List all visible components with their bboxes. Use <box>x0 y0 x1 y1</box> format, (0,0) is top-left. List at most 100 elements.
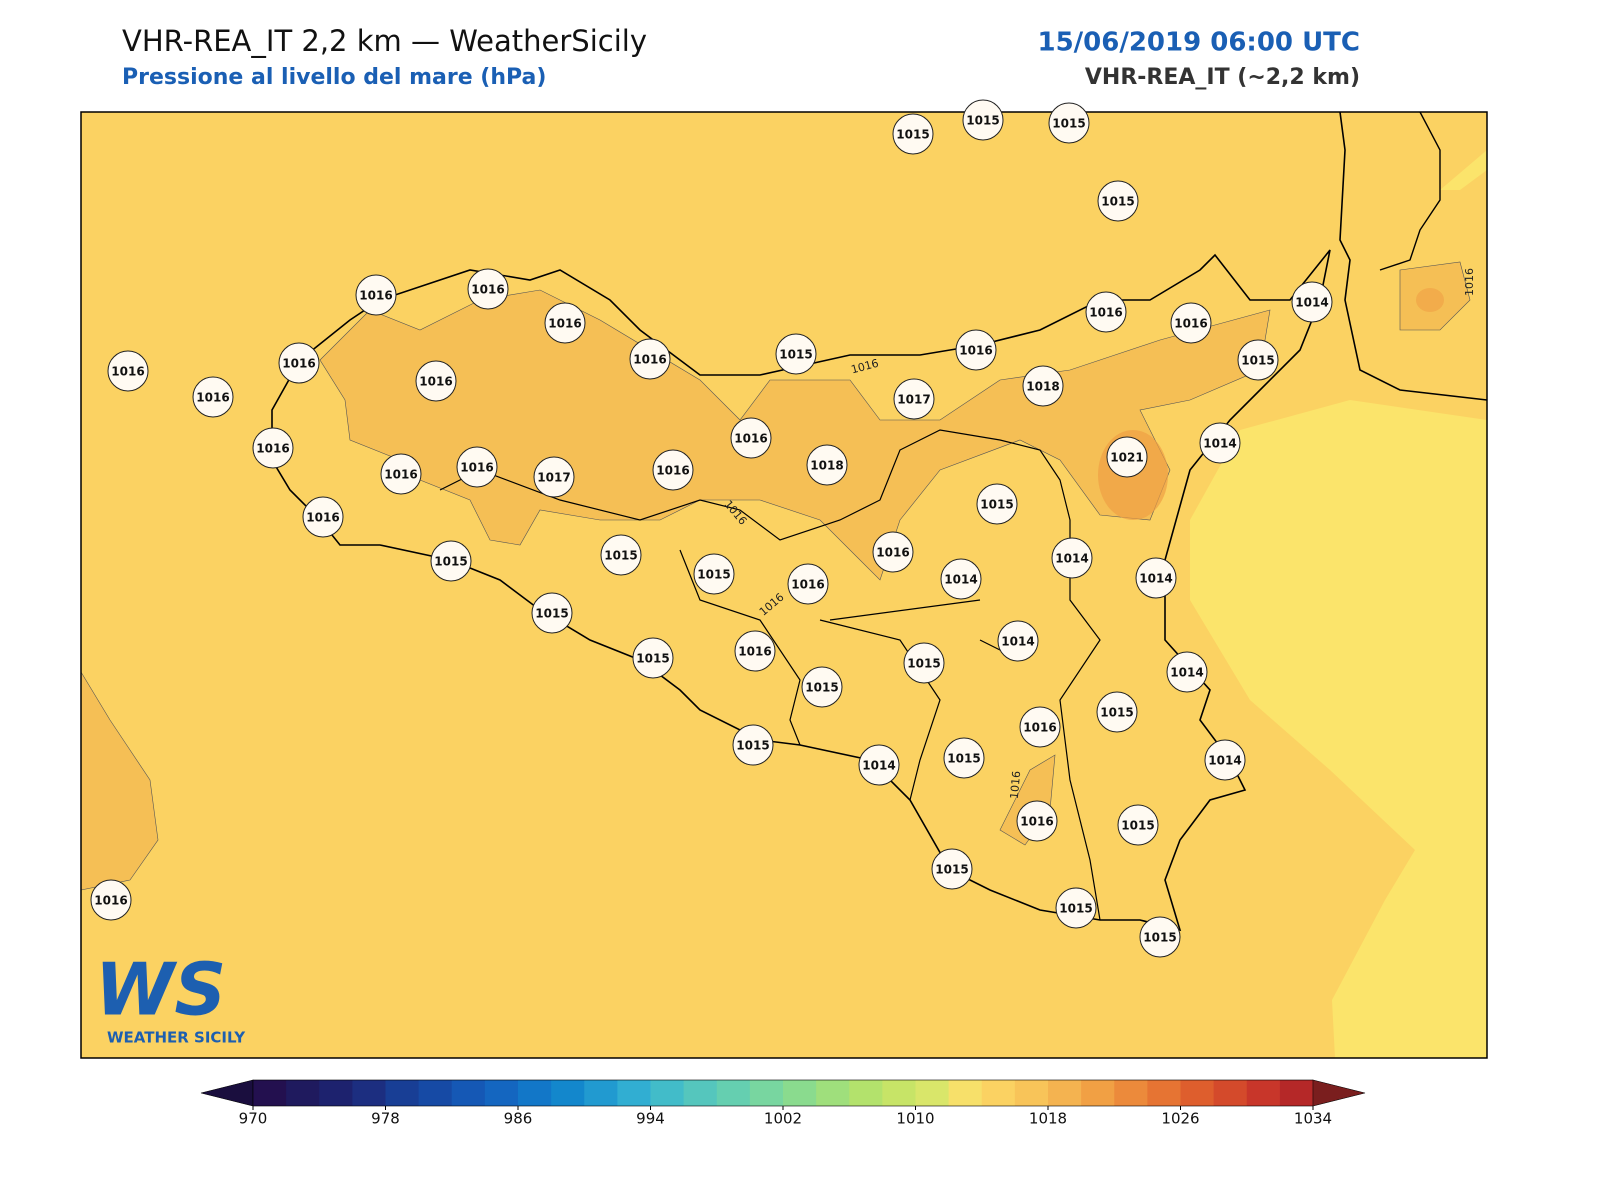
station-label: 1015 <box>1101 195 1134 209</box>
station-label: 1016 <box>656 464 689 478</box>
station-label: 1015 <box>535 607 568 621</box>
station-label: 1016 <box>460 461 493 475</box>
colorbar-tick-label: 1034 <box>1294 1110 1332 1128</box>
station: 1017 <box>893 378 935 420</box>
station-label: 1018 <box>1026 380 1059 394</box>
station-label: 1014 <box>1295 296 1328 310</box>
station: 1016 <box>652 449 694 491</box>
station: 1015 <box>600 534 642 576</box>
station-marker <box>775 333 817 375</box>
station-marker <box>962 99 1004 141</box>
station-label: 1014 <box>1203 437 1236 451</box>
station-label: 1014 <box>1208 754 1241 768</box>
colorbar-tick-label: 1010 <box>896 1110 934 1128</box>
station: 1014 <box>1291 281 1333 323</box>
station: 1016 <box>787 563 829 605</box>
station-label: 1016 <box>1023 721 1056 735</box>
station: 1016 <box>415 360 457 402</box>
colorbar-segment <box>551 1080 585 1106</box>
high-area <box>999 754 1056 846</box>
colorbar-segment <box>915 1080 950 1106</box>
colorbar-segment <box>617 1080 651 1106</box>
datetime: 15/06/2019 06:00 UTC <box>1037 28 1360 58</box>
station-marker <box>90 879 132 921</box>
station-marker <box>1170 302 1212 344</box>
station-label: 1014 <box>862 759 895 773</box>
station-label: 1016 <box>548 317 581 331</box>
station: 1016 <box>467 268 509 310</box>
station-label: 1015 <box>736 739 769 753</box>
station: 1014 <box>1051 537 1093 579</box>
station-marker <box>1048 102 1090 144</box>
station-label: 1016 <box>196 391 229 405</box>
station-label: 1015 <box>1121 819 1154 833</box>
station-label: 1018 <box>810 459 843 473</box>
station-marker <box>787 563 829 605</box>
station-label: 1015 <box>636 652 669 666</box>
station-marker <box>997 620 1039 662</box>
station-marker <box>107 350 149 392</box>
colorbar-extend-under <box>200 1079 254 1107</box>
colorbar-segment <box>1081 1080 1115 1106</box>
colorbar-segment <box>1014 1080 1049 1106</box>
station-marker <box>1204 739 1246 781</box>
station: 1017 <box>533 456 575 498</box>
station: 1016 <box>730 417 772 459</box>
station: 1016 <box>1019 706 1061 748</box>
station-marker <box>976 483 1018 525</box>
station-label: 1015 <box>966 114 999 128</box>
colorbar-segment <box>584 1080 618 1106</box>
station-label: 1017 <box>537 471 570 485</box>
station-label: 1016 <box>282 357 315 371</box>
station-label: 1015 <box>1143 931 1176 945</box>
colorbar-segment <box>716 1080 751 1106</box>
colorbar-segment <box>650 1080 685 1106</box>
station: 1016 <box>955 329 997 371</box>
station: 1016 <box>1085 291 1127 333</box>
colorbar-segment <box>1213 1080 1248 1106</box>
station: 1015 <box>430 540 472 582</box>
coastline <box>271 249 1331 932</box>
colorbar-segment <box>385 1080 420 1106</box>
station: 1015 <box>775 333 817 375</box>
high-area <box>1416 288 1444 312</box>
colorbar-segment <box>484 1080 519 1106</box>
station-label: 1015 <box>697 568 730 582</box>
station-marker <box>1055 887 1097 929</box>
station: 1015 <box>1139 916 1181 958</box>
station-marker <box>531 592 573 634</box>
station-marker <box>652 449 694 491</box>
light-area <box>1440 150 1487 190</box>
station-label: 1016 <box>94 894 127 908</box>
station-marker <box>467 268 509 310</box>
station-label: 1015 <box>805 681 838 695</box>
station: 1016 <box>302 496 344 538</box>
station-marker <box>1135 557 1177 599</box>
colorbar-segment <box>1048 1080 1082 1106</box>
station: 1016 <box>355 274 397 316</box>
colorbar: 970 978 986 994 1002 1010 1018 1026 1034 <box>200 1079 1366 1128</box>
colorbar-tick-label: 1018 <box>1029 1110 1067 1128</box>
station-marker <box>600 534 642 576</box>
station-marker <box>732 724 774 766</box>
coastline <box>1339 111 1488 401</box>
station-marker <box>943 737 985 779</box>
station: 1015 <box>943 737 985 779</box>
station-marker <box>533 456 575 498</box>
colorbar-tick-label: 978 <box>371 1110 400 1128</box>
station-marker <box>1106 436 1148 478</box>
station-marker <box>893 378 935 420</box>
light-area <box>1190 400 1487 1058</box>
station: 1015 <box>632 637 674 679</box>
station-label: 1015 <box>935 863 968 877</box>
station: 1016 <box>629 338 671 380</box>
colorbar-segment <box>849 1080 883 1106</box>
station-marker <box>1166 651 1208 693</box>
station: 1014 <box>1166 651 1208 693</box>
station-marker <box>1051 537 1093 579</box>
contour-label: 1016 <box>1008 770 1023 799</box>
station-marker <box>806 444 848 486</box>
station: 1021 <box>1106 436 1148 478</box>
station-marker <box>1096 691 1138 733</box>
station: 1016 <box>380 453 422 495</box>
